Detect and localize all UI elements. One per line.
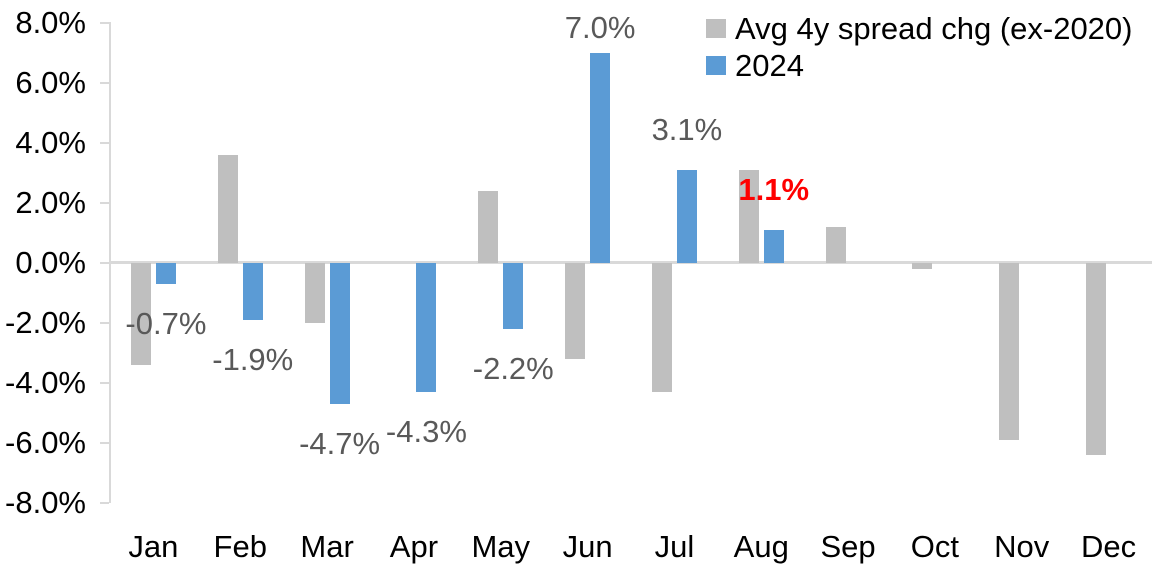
x-axis-label-oct: Oct [910, 529, 960, 564]
bar-avg-feb [217, 154, 238, 263]
y-axis-label: 2.0% [15, 184, 86, 220]
bar-avg-may [478, 190, 499, 263]
bar-avg-mar [304, 262, 325, 323]
data-label-jun: 7.0% [564, 10, 636, 45]
y-axis-tick [100, 441, 109, 444]
y-axis-tick [100, 21, 109, 24]
data-label-apr: -4.3% [385, 413, 467, 449]
y-axis-tick [100, 501, 109, 504]
y-axis-tick [100, 321, 109, 324]
legend-item-2024: 2024 [706, 47, 1133, 84]
x-axis-label-nov: Nov [994, 529, 1050, 564]
x-axis-label-jan: Jan [128, 529, 179, 564]
legend-swatch-2024 [706, 56, 726, 75]
legend-label-2024: 2024 [735, 47, 804, 83]
y-axis-label: -6.0% [5, 424, 86, 460]
y-axis-label: -4.0% [5, 364, 86, 400]
data-label-mar: -4.7% [299, 425, 381, 461]
legend-label-avg-spread: Avg 4y spread chg (ex-2020) [735, 10, 1133, 46]
bar-avg-jan [130, 262, 151, 365]
y-axis-tick [100, 381, 109, 384]
bar-2024-apr [416, 262, 437, 392]
y-axis-tick [100, 261, 109, 264]
bar-2024-may [503, 262, 524, 329]
y-axis-label: 8.0% [15, 4, 86, 40]
bar-2024-mar [329, 262, 350, 404]
bar-2024-feb [242, 262, 263, 320]
bar-avg-nov [999, 262, 1020, 440]
bar-avg-dec [1086, 262, 1107, 455]
y-axis-label: 4.0% [15, 124, 86, 160]
data-label-feb: -1.9% [212, 341, 294, 377]
y-axis-tick [100, 81, 109, 84]
x-axis-label-apr: Apr [389, 529, 439, 564]
y-axis-tick [100, 201, 109, 204]
legend-swatch-avg-spread [706, 19, 726, 38]
x-axis-label-aug: Aug [733, 529, 789, 564]
x-axis-label-dec: Dec [1081, 529, 1137, 564]
bar-avg-oct [912, 262, 933, 269]
x-axis-label-jul: Jul [654, 529, 695, 564]
y-axis-tick [100, 141, 109, 144]
bar-2024-jun [590, 52, 611, 263]
legend: Avg 4y spread chg (ex-2020) 2024 [706, 10, 1133, 84]
bar-2024-jan [155, 262, 176, 284]
x-axis-label-jun: Jun [562, 529, 613, 564]
y-axis-label: 6.0% [15, 64, 86, 100]
data-label-may: -2.2% [472, 350, 554, 386]
data-label-jul: 3.1% [651, 111, 723, 147]
bar-avg-jul [651, 262, 672, 392]
data-label-aug: 1.1% [738, 171, 810, 207]
data-label-jan: -0.7% [125, 305, 207, 341]
y-axis-label: -8.0% [5, 484, 86, 520]
zero-gridline [110, 261, 1152, 264]
legend-item-avg-spread: Avg 4y spread chg (ex-2020) [706, 10, 1133, 47]
bar-avg-sep [825, 226, 846, 263]
bar-2024-aug [763, 229, 784, 263]
bar-avg-jun [565, 262, 586, 359]
x-axis-label-feb: Feb [213, 529, 267, 564]
x-axis-label-sep: Sep [820, 529, 876, 564]
y-axis-label: 0.0% [15, 244, 86, 280]
bar-2024-jul [676, 169, 697, 263]
x-axis-label-may: May [471, 529, 531, 564]
x-axis-label-mar: Mar [300, 529, 354, 564]
y-axis-label: -2.0% [5, 304, 86, 340]
bar-avg-aug [738, 169, 759, 263]
